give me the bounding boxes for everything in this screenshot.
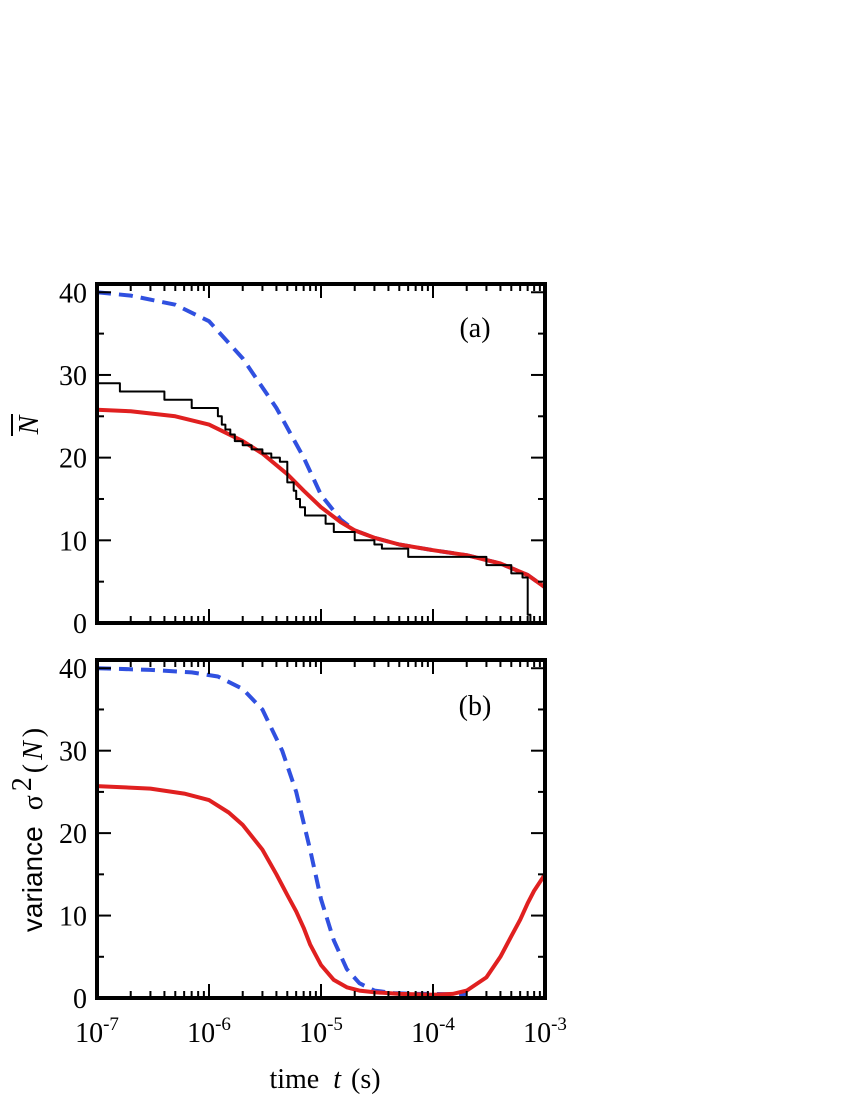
panel-a-ytick-label: 10 xyxy=(59,526,87,557)
panel-b-xtick-label: 10-5 xyxy=(299,1014,343,1049)
xlabel-var: t xyxy=(333,1064,342,1095)
xtick-base: 10 xyxy=(523,1018,551,1049)
panel-a-ytick-label: 30 xyxy=(59,361,87,392)
ylabel-power: 2 xyxy=(7,777,38,791)
ylabel-open-paren: ( xyxy=(18,764,49,773)
xlabel-unit: (s) xyxy=(351,1064,381,1095)
panel-a-series-step-2 xyxy=(97,382,545,624)
ylabel-var: N xyxy=(18,740,49,761)
xtick-exponent: -3 xyxy=(551,1014,567,1035)
panel-a-series-solid-1 xyxy=(96,407,547,590)
xtick-exponent: -5 xyxy=(327,1014,343,1035)
panel-b-series-solid-1 xyxy=(96,784,547,997)
panel-b-ytick-labels: 0 10 20 30 40 xyxy=(59,654,87,1015)
panel-a-series-layer xyxy=(96,290,547,624)
xtick-base: 10 xyxy=(187,1018,215,1049)
xtick-exponent: -7 xyxy=(103,1014,119,1035)
panel-a: 0 10 20 30 40 (a) N xyxy=(11,278,547,640)
panel-b-ytick-label: 20 xyxy=(59,819,87,850)
panel-b-xtick-label: 10-3 xyxy=(523,1014,567,1049)
panel-b-ytick-label: 40 xyxy=(59,654,87,685)
panel-b-x-axis-label: time t (s) xyxy=(269,1064,380,1095)
ylabel-word: variance xyxy=(17,826,48,932)
xlabel-word: time xyxy=(269,1064,319,1095)
panel-b-xtick-label: 10-6 xyxy=(187,1014,231,1049)
xtick-base: 10 xyxy=(411,1018,439,1049)
panel-a-ticks-layer xyxy=(96,284,546,624)
panel-b-xtick-label: 10-4 xyxy=(411,1014,455,1049)
panel-b-ytick-label: 30 xyxy=(59,737,87,768)
panel-a-ytick-label: 20 xyxy=(59,444,87,475)
ylabel-sigma: σ xyxy=(18,795,49,810)
xtick-base: 10 xyxy=(299,1018,327,1049)
panel-a-ylabel-text: N xyxy=(14,414,45,435)
panel-b-xtick-labels: 10-7 10-6 10-5 10-4 10-3 xyxy=(75,1014,567,1049)
panel-b-xtick-label: 10-7 xyxy=(75,1014,119,1049)
panel-a-ytick-label: 40 xyxy=(59,278,87,309)
panel-a-ytick-labels: 0 10 20 30 40 xyxy=(59,278,87,640)
panel-b-ytick-label: 0 xyxy=(73,984,87,1015)
panel-a-y-axis-label: N xyxy=(11,414,45,436)
xtick-base: 10 xyxy=(75,1018,103,1049)
panel-b-y-axis-label: variance σ 2 ( N ) xyxy=(7,728,49,932)
panel-a-ytick-label: 0 xyxy=(73,609,87,640)
panel-b-ytick-label: 10 xyxy=(59,902,87,933)
panel-b-label: (b) xyxy=(459,691,492,722)
panel-b-series-dashed-0 xyxy=(96,666,467,997)
panel-b-ticks-layer xyxy=(96,660,546,999)
ylabel-close-paren: ) xyxy=(18,728,49,737)
panel-a-label: (a) xyxy=(459,313,490,344)
xtick-exponent: -4 xyxy=(439,1014,455,1035)
xtick-exponent: -6 xyxy=(215,1014,231,1035)
